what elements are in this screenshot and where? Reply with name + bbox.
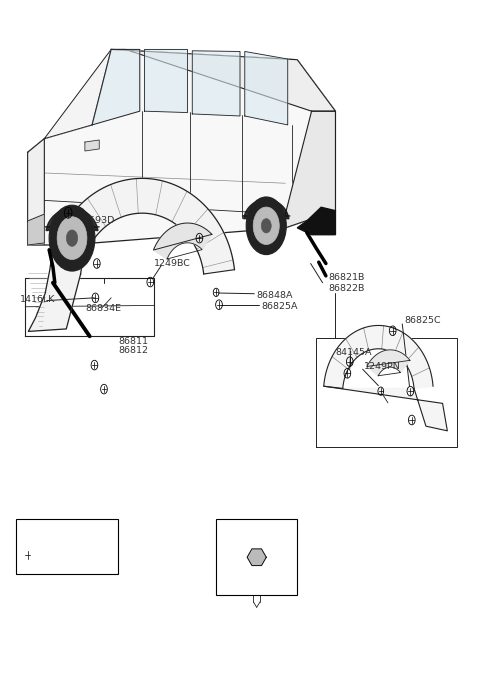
Text: 86825A: 86825A — [262, 302, 298, 311]
Polygon shape — [285, 111, 336, 228]
Polygon shape — [367, 350, 410, 376]
Polygon shape — [324, 325, 447, 431]
Text: 1249BC: 1249BC — [154, 259, 191, 268]
Polygon shape — [245, 52, 288, 125]
Polygon shape — [28, 178, 235, 331]
Text: (-140901): (-140901) — [21, 529, 67, 538]
FancyBboxPatch shape — [16, 520, 118, 575]
Text: 86825C: 86825C — [405, 316, 441, 325]
Text: 86822B: 86822B — [328, 284, 365, 293]
Text: 86821B: 86821B — [328, 273, 365, 282]
Text: 86593D: 86593D — [78, 216, 115, 225]
Polygon shape — [28, 138, 44, 245]
Polygon shape — [45, 208, 99, 231]
Polygon shape — [297, 207, 336, 235]
Circle shape — [253, 207, 279, 245]
Polygon shape — [28, 214, 44, 245]
Polygon shape — [92, 50, 140, 125]
Text: 86848A: 86848A — [257, 291, 293, 300]
Polygon shape — [144, 50, 188, 112]
Polygon shape — [111, 50, 336, 111]
Text: 1244KB: 1244KB — [239, 524, 275, 533]
Text: 86811: 86811 — [118, 336, 148, 346]
Text: 84145A: 84145A — [336, 348, 372, 357]
Circle shape — [66, 230, 78, 247]
Polygon shape — [192, 51, 240, 116]
Text: 86812: 86812 — [118, 346, 148, 355]
Polygon shape — [28, 50, 336, 245]
Circle shape — [57, 217, 87, 260]
Polygon shape — [247, 549, 266, 566]
Polygon shape — [85, 140, 99, 151]
Text: 1416LK: 1416LK — [20, 296, 55, 305]
Circle shape — [261, 218, 271, 233]
Polygon shape — [242, 199, 290, 218]
Polygon shape — [154, 223, 212, 259]
Circle shape — [246, 197, 286, 255]
Circle shape — [49, 205, 95, 271]
Polygon shape — [44, 50, 111, 138]
Text: 86590: 86590 — [56, 551, 86, 559]
Text: 1249PN: 1249PN — [364, 362, 401, 371]
Text: 86834E: 86834E — [85, 304, 121, 313]
FancyBboxPatch shape — [216, 520, 297, 595]
